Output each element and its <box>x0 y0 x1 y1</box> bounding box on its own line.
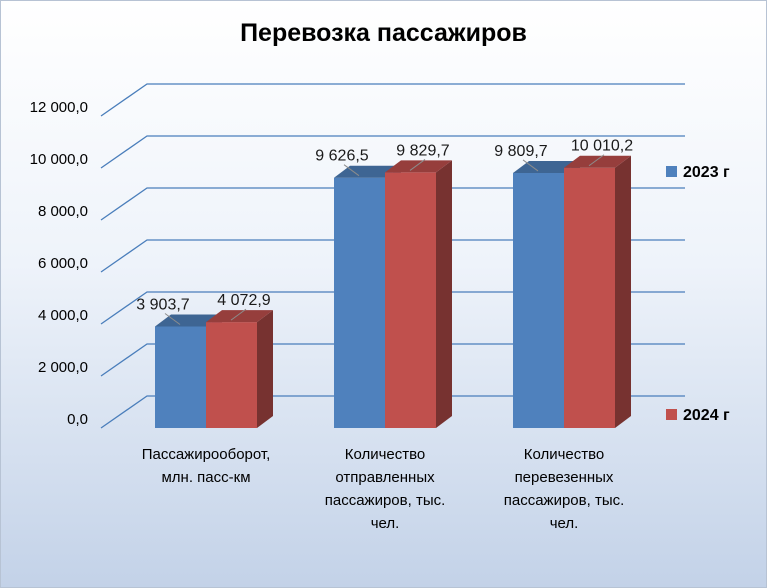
gridline <box>100 83 685 117</box>
legend-swatch <box>666 166 677 177</box>
data-label: 9 829,7 <box>396 142 449 159</box>
bar-top <box>513 160 580 173</box>
leader-line <box>522 159 539 172</box>
y-tick-label: 6 000,0 <box>38 255 88 272</box>
y-tick-label: 2 000,0 <box>38 359 88 376</box>
bar <box>334 177 385 428</box>
data-label: 9 626,5 <box>315 148 368 165</box>
leader-line <box>164 313 181 325</box>
y-tick-label: 10 000,0 <box>30 151 88 168</box>
bar <box>155 326 206 428</box>
bar-top <box>564 155 631 168</box>
bar-side <box>615 155 631 428</box>
bar-top <box>334 165 401 178</box>
gridline <box>100 343 685 377</box>
x-tick-label: отправленных <box>335 469 435 486</box>
bar-side <box>257 310 273 428</box>
data-label: 4 072,9 <box>217 292 270 309</box>
x-tick-label: чел. <box>371 515 400 532</box>
leader-line <box>588 154 605 167</box>
legend-label: 2023 г <box>683 164 730 181</box>
chart-title: Перевозка пассажиров <box>240 19 527 47</box>
bar <box>513 172 564 428</box>
x-tick-label: Пассажирооборот, <box>142 446 271 463</box>
bar <box>206 322 257 428</box>
bar <box>564 167 615 428</box>
leader-line <box>409 159 426 171</box>
bar-side <box>436 160 452 428</box>
x-tick-label: Количество <box>345 446 426 463</box>
x-tick-label: чел. <box>550 515 579 532</box>
bar-top <box>155 314 222 327</box>
gridline <box>100 395 685 429</box>
gridline <box>100 187 685 221</box>
data-label: 10 010,2 <box>571 138 633 155</box>
gridline <box>100 291 685 325</box>
data-label: 3 903,7 <box>136 297 189 314</box>
y-tick-label: 4 000,0 <box>38 307 88 324</box>
y-tick-label: 8 000,0 <box>38 203 88 220</box>
bar-top <box>385 160 452 173</box>
legend-label: 2024 г <box>683 407 730 424</box>
y-tick-label: 0,0 <box>67 411 88 428</box>
x-tick-label: пассажиров, тыс. <box>325 492 446 509</box>
data-label: 9 809,7 <box>494 143 547 160</box>
x-tick-label: пассажиров, тыс. <box>504 492 625 509</box>
x-tick-label: Количество <box>524 446 605 463</box>
gridline <box>100 239 685 273</box>
gridline <box>100 135 685 169</box>
x-tick-label: перевезенных <box>515 469 614 486</box>
leader-line <box>230 308 247 321</box>
legend-swatch <box>666 409 677 420</box>
x-tick-label: млн. пасс-км <box>161 469 250 486</box>
leader-line <box>343 164 360 177</box>
bar <box>385 172 436 428</box>
bar-top <box>206 310 273 323</box>
y-tick-label: 12 000,0 <box>30 99 88 116</box>
